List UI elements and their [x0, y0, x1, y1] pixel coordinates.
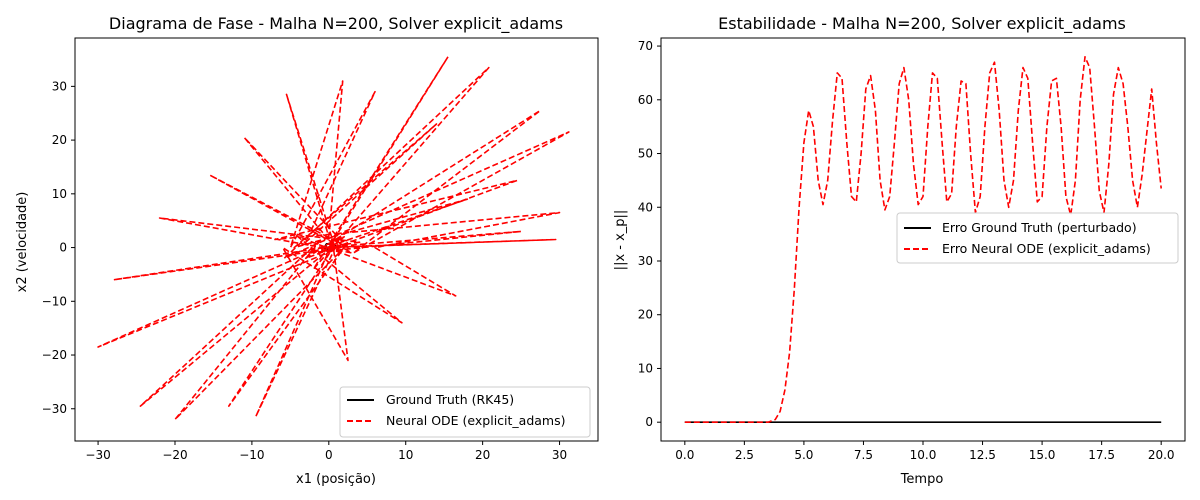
stability-legend: Erro Ground Truth (perturbado) Erro Neur… — [896, 212, 1179, 264]
phase-diagram-ytick-label: 30 — [52, 79, 67, 93]
phase-diagram-legend: Ground Truth (RK45) Neural ODE (explicit… — [339, 386, 591, 438]
legend-label-ground-truth: Ground Truth (RK45) — [386, 392, 514, 407]
phase-diagram-plot-area: −30 −20 −10 0 10 20 30 −30 −20 −10 0 10 20 30 — [42, 37, 599, 462]
phase-diagram-xtick-label: −30 — [85, 448, 110, 462]
legend-label-ground-truth-error: Erro Ground Truth (perturbado) — [942, 220, 1137, 235]
stability-ytick-label: 40 — [638, 200, 653, 214]
stability-xtick-label: 15.0 — [1029, 448, 1056, 462]
phase-diagram-ytick-label: −30 — [42, 402, 67, 416]
phase-diagram-xtick-label: −20 — [162, 448, 187, 462]
phase-diagram-ylabel: x2 (velocidade) — [15, 192, 30, 293]
stability-xtick-label: 5.0 — [794, 448, 813, 462]
stability-xtick-label: 0.0 — [675, 448, 694, 462]
stability-ylabel: ||x - x_p|| — [613, 210, 628, 271]
legend-box — [896, 212, 1179, 264]
stability-panel: Estabilidade - Malha N=200, Solver expli… — [613, 14, 1186, 487]
stability-ytick-label: 60 — [638, 93, 653, 107]
phase-diagram-ytick-label: −10 — [42, 294, 67, 308]
stability-xtick-label: 2.5 — [735, 448, 754, 462]
legend-label-neural-ode-error: Erro Neural ODE (explicit_adams) — [942, 241, 1151, 256]
phase-diagram-ytick-label: −20 — [42, 348, 67, 362]
phase-diagram-xtick-label: 30 — [552, 448, 567, 462]
stability-xlabel: Tempo — [900, 472, 944, 487]
stability-ytick-label: 50 — [638, 147, 653, 161]
phase-diagram-ytick-label: 0 — [59, 241, 67, 255]
stability-xtick-label: 10.0 — [910, 448, 937, 462]
stability-xtick-label: 17.5 — [1088, 448, 1115, 462]
phase-diagram-xtick-label: −10 — [239, 448, 264, 462]
phase-diagram-ytick-label: 20 — [52, 133, 67, 147]
stability-xtick-label: 12.5 — [969, 448, 996, 462]
stability-xtick-label: 7.5 — [854, 448, 873, 462]
phase-diagram-title: Diagrama de Fase - Malha N=200, Solver e… — [109, 14, 563, 34]
phase-diagram-panel: Diagrama de Fase - Malha N=200, Solver e… — [15, 14, 599, 487]
stability-ytick-label: 20 — [638, 308, 653, 322]
stability-ytick-label: 0 — [645, 415, 653, 429]
phase-diagram-xtick-label: 10 — [398, 448, 413, 462]
stability-series-neural-ode — [684, 55, 1162, 424]
stability-ytick-label: 70 — [638, 39, 653, 53]
phase-diagram-xtick-label: 20 — [475, 448, 490, 462]
stability-xtick-label: 20.0 — [1148, 448, 1175, 462]
stability-ytick-label: 30 — [638, 254, 653, 268]
phase-diagram-axes-frame — [74, 37, 599, 442]
phase-diagram-xtick-label: 0 — [325, 448, 333, 462]
phase-diagram-xlabel: x1 (posição) — [296, 472, 376, 487]
phase-diagram-series-neural-ode — [97, 55, 570, 421]
stability-title: Estabilidade - Malha N=200, Solver expli… — [718, 14, 1126, 34]
legend-box — [339, 386, 591, 438]
stability-ytick-label: 10 — [638, 361, 653, 375]
phase-diagram-ytick-label: 10 — [52, 187, 67, 201]
legend-label-neural-ode: Neural ODE (explicit_adams) — [386, 413, 566, 428]
stability-plot-area: 0.0 2.5 5.0 7.5 10.0 12.5 15.0 17.5 20.0 0 10 20 30 4… — [638, 37, 1186, 462]
